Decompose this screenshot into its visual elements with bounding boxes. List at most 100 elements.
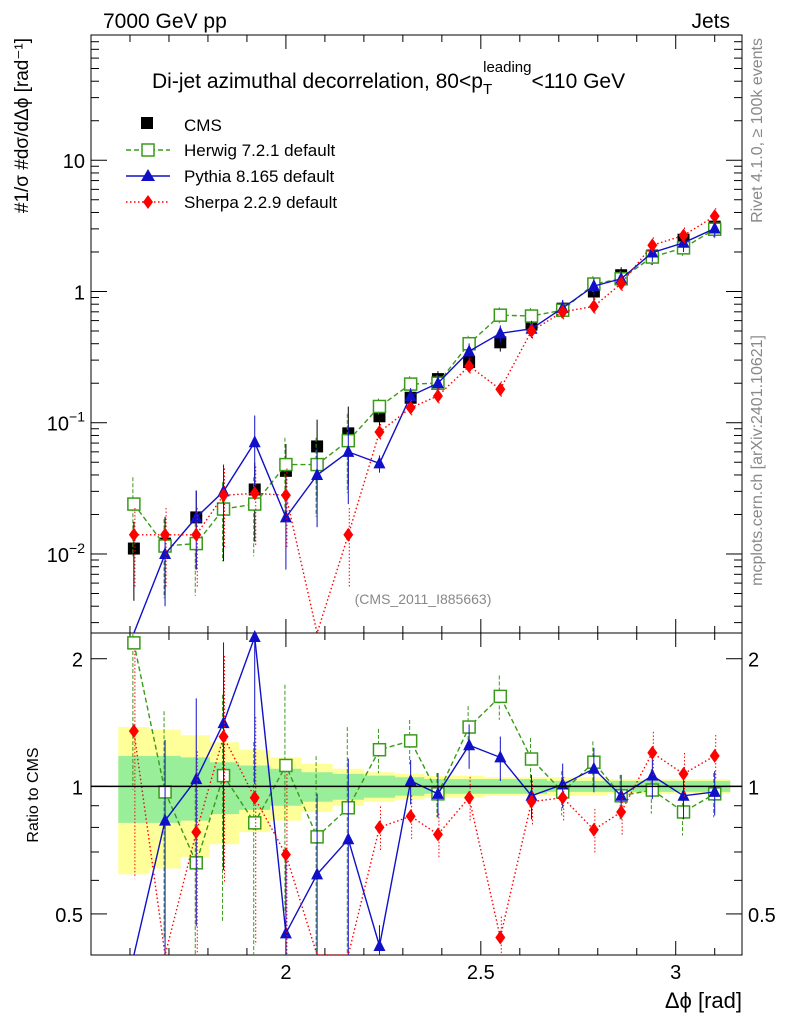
sherpa-point (128, 527, 139, 542)
pythia-point (404, 388, 417, 401)
cms-point (127, 542, 140, 555)
pythia-ratio-point (587, 761, 600, 774)
sherpa-point (218, 488, 229, 503)
pythia-point (342, 444, 355, 457)
ratio-band-outer (118, 727, 731, 875)
x-tick-label: 2.5 (467, 962, 495, 984)
legend-cms-label: CMS (184, 116, 222, 135)
herwig-point (372, 399, 387, 414)
sherpa-ratio-point (588, 822, 599, 837)
pythia-ratio-point (190, 772, 203, 785)
pythia-ratio-point (248, 630, 261, 643)
sherpa-point (160, 527, 171, 542)
pythia-ratio-point (708, 784, 721, 797)
sherpa-ratio-point (526, 794, 537, 809)
sherpa-ratio-point (218, 729, 229, 744)
y-axis-title: #1/σ #dσ/dΔϕ [rad⁻¹] (12, 38, 33, 213)
pythia-point (248, 435, 261, 448)
process-label: Jets (691, 10, 730, 33)
rivet-label: Rivet 4.1.0, ≥ 100k events (749, 38, 766, 223)
pythia-ratio-point (342, 832, 355, 845)
pythia-point (494, 326, 507, 339)
ratio-band-inner (118, 755, 731, 823)
ratio-tick-label: 0.5 (55, 905, 83, 927)
sherpa-point (432, 388, 443, 403)
ratio-axis-title: Ratio to CMS (25, 747, 42, 842)
pythia-point (279, 510, 292, 523)
pythia-ratio-point (404, 773, 417, 786)
pythia-ratio-point (373, 939, 386, 952)
sherpa-ratio-point (495, 930, 506, 945)
herwig-point (493, 308, 508, 322)
pythia-point (159, 546, 172, 559)
pythia-ratio-point (494, 750, 507, 763)
sherpa-point (678, 228, 689, 243)
sherpa-point (557, 304, 568, 319)
energy-label: 7000 GeV pp (103, 10, 227, 33)
ratio-uncertainty-bands (118, 727, 731, 875)
ratio-plot-frame (90, 632, 743, 956)
herwig-point (524, 309, 539, 323)
x-axis-title: Δϕ [rad] (665, 988, 742, 1013)
pythia-point (373, 456, 386, 469)
sherpa-point (249, 486, 260, 501)
pythia-ratio-point (279, 926, 292, 939)
ratio-tick-label-right: 2 (748, 650, 759, 672)
ratio-tick-label: 2 (72, 650, 83, 672)
legend: CMS Herwig 7.2.1 default Pythia 8.165 de… (126, 116, 337, 212)
herwig-ratio-point (247, 816, 262, 830)
legend-sherpa-marker (143, 195, 153, 209)
pythia-line (133, 227, 715, 634)
sherpa-point (588, 299, 599, 314)
analysis-tag: (CMS_2011_I885663) (355, 591, 492, 607)
legend-pythia-marker (141, 169, 155, 181)
pythia-point (708, 221, 721, 234)
sherpa-ratio-point (432, 827, 443, 842)
legend-cms-marker (141, 117, 153, 129)
pythia-ratio-point (311, 867, 324, 880)
sherpa-point (191, 527, 202, 542)
sherpa-ratio-point (191, 825, 202, 840)
sherpa-point (526, 323, 537, 338)
y-tick-label: 10−1 (47, 409, 85, 436)
sherpa-ratio-point (557, 790, 568, 805)
legend-herwig-label: Herwig 7.2.1 default (184, 141, 335, 160)
legend-sherpa-label: Sherpa 2.2.9 default (184, 193, 337, 212)
pythia-point (431, 376, 444, 389)
sherpa-ratio-point (128, 724, 139, 739)
sherpa-ratio-point (709, 748, 720, 763)
x-tick-label: 2 (280, 962, 291, 984)
herwig-point (127, 497, 141, 511)
sherpa-point (616, 276, 627, 291)
sherpa-point (464, 359, 475, 374)
pythia-ratio-point (217, 716, 230, 729)
sherpa-point (495, 382, 506, 397)
pythia-ratio-point (159, 813, 172, 826)
sherpa-point (405, 400, 416, 415)
sherpa-ratio-point (647, 745, 658, 760)
axis-ticks (90, 34, 742, 956)
herwig-ratio-point (127, 636, 141, 650)
pythia-point (463, 344, 476, 357)
herwig-ratio-point (279, 758, 293, 773)
pythia-ratio-point (463, 738, 476, 751)
sherpa-ratio-point (678, 766, 689, 781)
herwig-ratio-point (524, 752, 539, 766)
pythia-ratio-point (615, 788, 628, 801)
pythia-point (190, 510, 203, 523)
cms-point (373, 410, 386, 423)
herwig-point (279, 457, 293, 472)
sherpa-ratio-point (249, 790, 260, 805)
ratio-tick-label-right: 0.5 (748, 905, 776, 927)
sherpa-point (343, 527, 354, 542)
sherpa-ratio-line (133, 731, 716, 956)
pythia-ratio-point (646, 768, 659, 781)
main-data (127, 208, 722, 636)
herwig-ratio-point (403, 734, 418, 748)
pythia-ratio-point (431, 786, 444, 799)
y-tick-label: 10−2 (47, 540, 85, 567)
pythia-ratio-line (133, 636, 715, 956)
pythia-point (311, 467, 324, 480)
sherpa-ratio-point (374, 820, 385, 835)
